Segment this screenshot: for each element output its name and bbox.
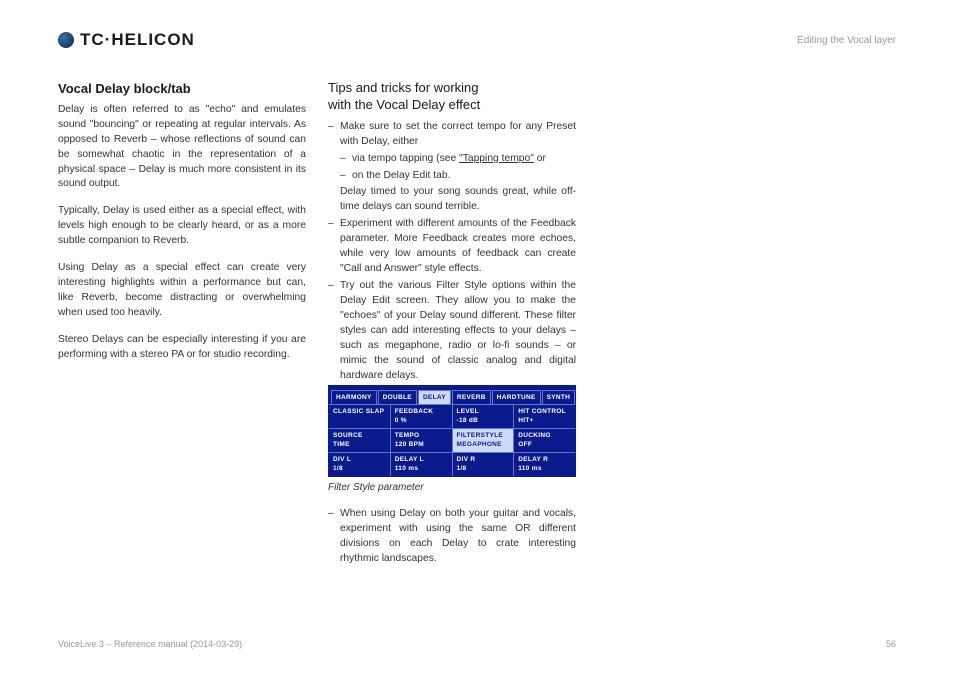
tab-reverb[interactable]: REVERB: [452, 390, 491, 404]
paragraph: Delay is often referred to as "echo" and…: [58, 103, 306, 193]
list-item-text: on the Delay Edit tab.: [352, 170, 450, 181]
param-cell-delay-l[interactable]: DELAY L110 ms: [391, 453, 453, 476]
param-cell-hit-control[interactable]: HIT CONTROLHIT+: [514, 405, 575, 428]
param-cell-level[interactable]: LEVEL-18 dB: [453, 405, 515, 428]
tab-delay[interactable]: DELAY: [418, 390, 451, 404]
param-cell-div-r[interactable]: DIV R1/8: [453, 453, 515, 476]
tips-list: Make sure to set the correct tempo for a…: [328, 120, 576, 384]
param-row: DIV L1/8 DELAY L110 ms DIV R1/8 DELAY R1…: [329, 452, 575, 476]
title-line: with the Vocal Delay effect: [328, 97, 480, 112]
delay-edit-screenshot: HARMONY DOUBLE DELAY REVERB HARDTUNE SYN…: [328, 385, 576, 476]
content-columns: Vocal Delay block/tab Delay is often ref…: [58, 80, 896, 569]
paragraph: Using Delay as a special effect can crea…: [58, 261, 306, 321]
param-cell-source[interactable]: SOURCETIME: [329, 429, 391, 452]
screenshot-caption: Filter Style parameter: [328, 481, 576, 496]
param-cell-classic-slap[interactable]: CLASSIC SLAP: [329, 405, 391, 428]
column-right: Tips and tricks for working with the Voc…: [328, 80, 576, 569]
list-item: Make sure to set the correct tempo for a…: [328, 120, 576, 150]
list-item-tail: Delay timed to your song sounds great, w…: [328, 185, 576, 215]
param-cell-delay-r[interactable]: DELAY R110 ms: [514, 453, 575, 476]
param-cell-tempo[interactable]: TEMPO120 BPM: [391, 429, 453, 452]
paragraph: Typically, Delay is used either as a spe…: [58, 204, 306, 249]
param-grid: CLASSIC SLAP FEEDBACK0 % LEVEL-18 dB HIT…: [329, 404, 575, 476]
link-tapping-tempo[interactable]: "Tapping tempo": [459, 153, 534, 164]
section-title-tips: Tips and tricks for working with the Voc…: [328, 80, 576, 114]
tab-double[interactable]: DOUBLE: [378, 390, 417, 404]
list-item: Experiment with different amounts of the…: [328, 217, 576, 277]
footer-page-number: 56: [886, 639, 896, 649]
list-item-sub: via tempo tapping (see "Tapping tempo" o…: [328, 152, 576, 167]
list-item-text: Make sure to set the correct tempo for a…: [340, 121, 576, 147]
header-section-label: Editing the Vocal layer: [797, 35, 896, 46]
tab-harmony[interactable]: HARMONY: [331, 390, 377, 404]
list-item-text: via tempo tapping (see: [352, 153, 459, 164]
list-item: When using Delay on both your guitar and…: [328, 507, 576, 567]
param-row: CLASSIC SLAP FEEDBACK0 % LEVEL-18 dB HIT…: [329, 404, 575, 428]
column-left: Vocal Delay block/tab Delay is often ref…: [58, 80, 306, 569]
section-title-vocal-delay: Vocal Delay block/tab: [58, 80, 306, 99]
param-row: SOURCETIME TEMPO120 BPM FILTERSTYLEMEGAP…: [329, 428, 575, 452]
page-footer: VoiceLive 3 – Reference manual (2014-03-…: [58, 639, 896, 649]
list-item-text: Try out the various Filter Style options…: [340, 280, 576, 381]
logo-text: TC·HELICON: [80, 30, 195, 50]
logo-icon: [58, 32, 74, 48]
list-item-text: or: [534, 153, 546, 164]
title-line: Tips and tricks for working: [328, 80, 479, 95]
footer-left: VoiceLive 3 – Reference manual (2014-03-…: [58, 639, 242, 649]
logo: TC·HELICON: [58, 30, 195, 50]
list-item-text: Experiment with different amounts of the…: [340, 218, 576, 274]
tab-hardtune[interactable]: HARDTUNE: [492, 390, 541, 404]
page: TC·HELICON Editing the Vocal layer Vocal…: [0, 0, 954, 569]
list-item-text: Delay timed to your song sounds great, w…: [340, 186, 576, 212]
tab-scroll-right-icon[interactable]: ▶: [576, 388, 588, 404]
tab-synth[interactable]: SYNTH: [542, 390, 576, 404]
list-item-text: When using Delay on both your guitar and…: [340, 508, 576, 564]
list-item: Try out the various Filter Style options…: [328, 279, 576, 383]
param-cell-ducking[interactable]: DUCKINGOFF: [514, 429, 575, 452]
param-cell-feedback[interactable]: FEEDBACK0 %: [391, 405, 453, 428]
param-cell-div-l[interactable]: DIV L1/8: [329, 453, 391, 476]
page-header: TC·HELICON Editing the Vocal layer: [58, 30, 896, 50]
tips-list-continued: When using Delay on both your guitar and…: [328, 507, 576, 567]
tab-bar: HARMONY DOUBLE DELAY REVERB HARDTUNE SYN…: [329, 386, 575, 404]
param-cell-filterstyle[interactable]: FILTERSTYLEMEGAPHONE: [453, 429, 515, 452]
list-item-sub: on the Delay Edit tab.: [328, 169, 576, 184]
paragraph: Stereo Delays can be especially interest…: [58, 333, 306, 363]
